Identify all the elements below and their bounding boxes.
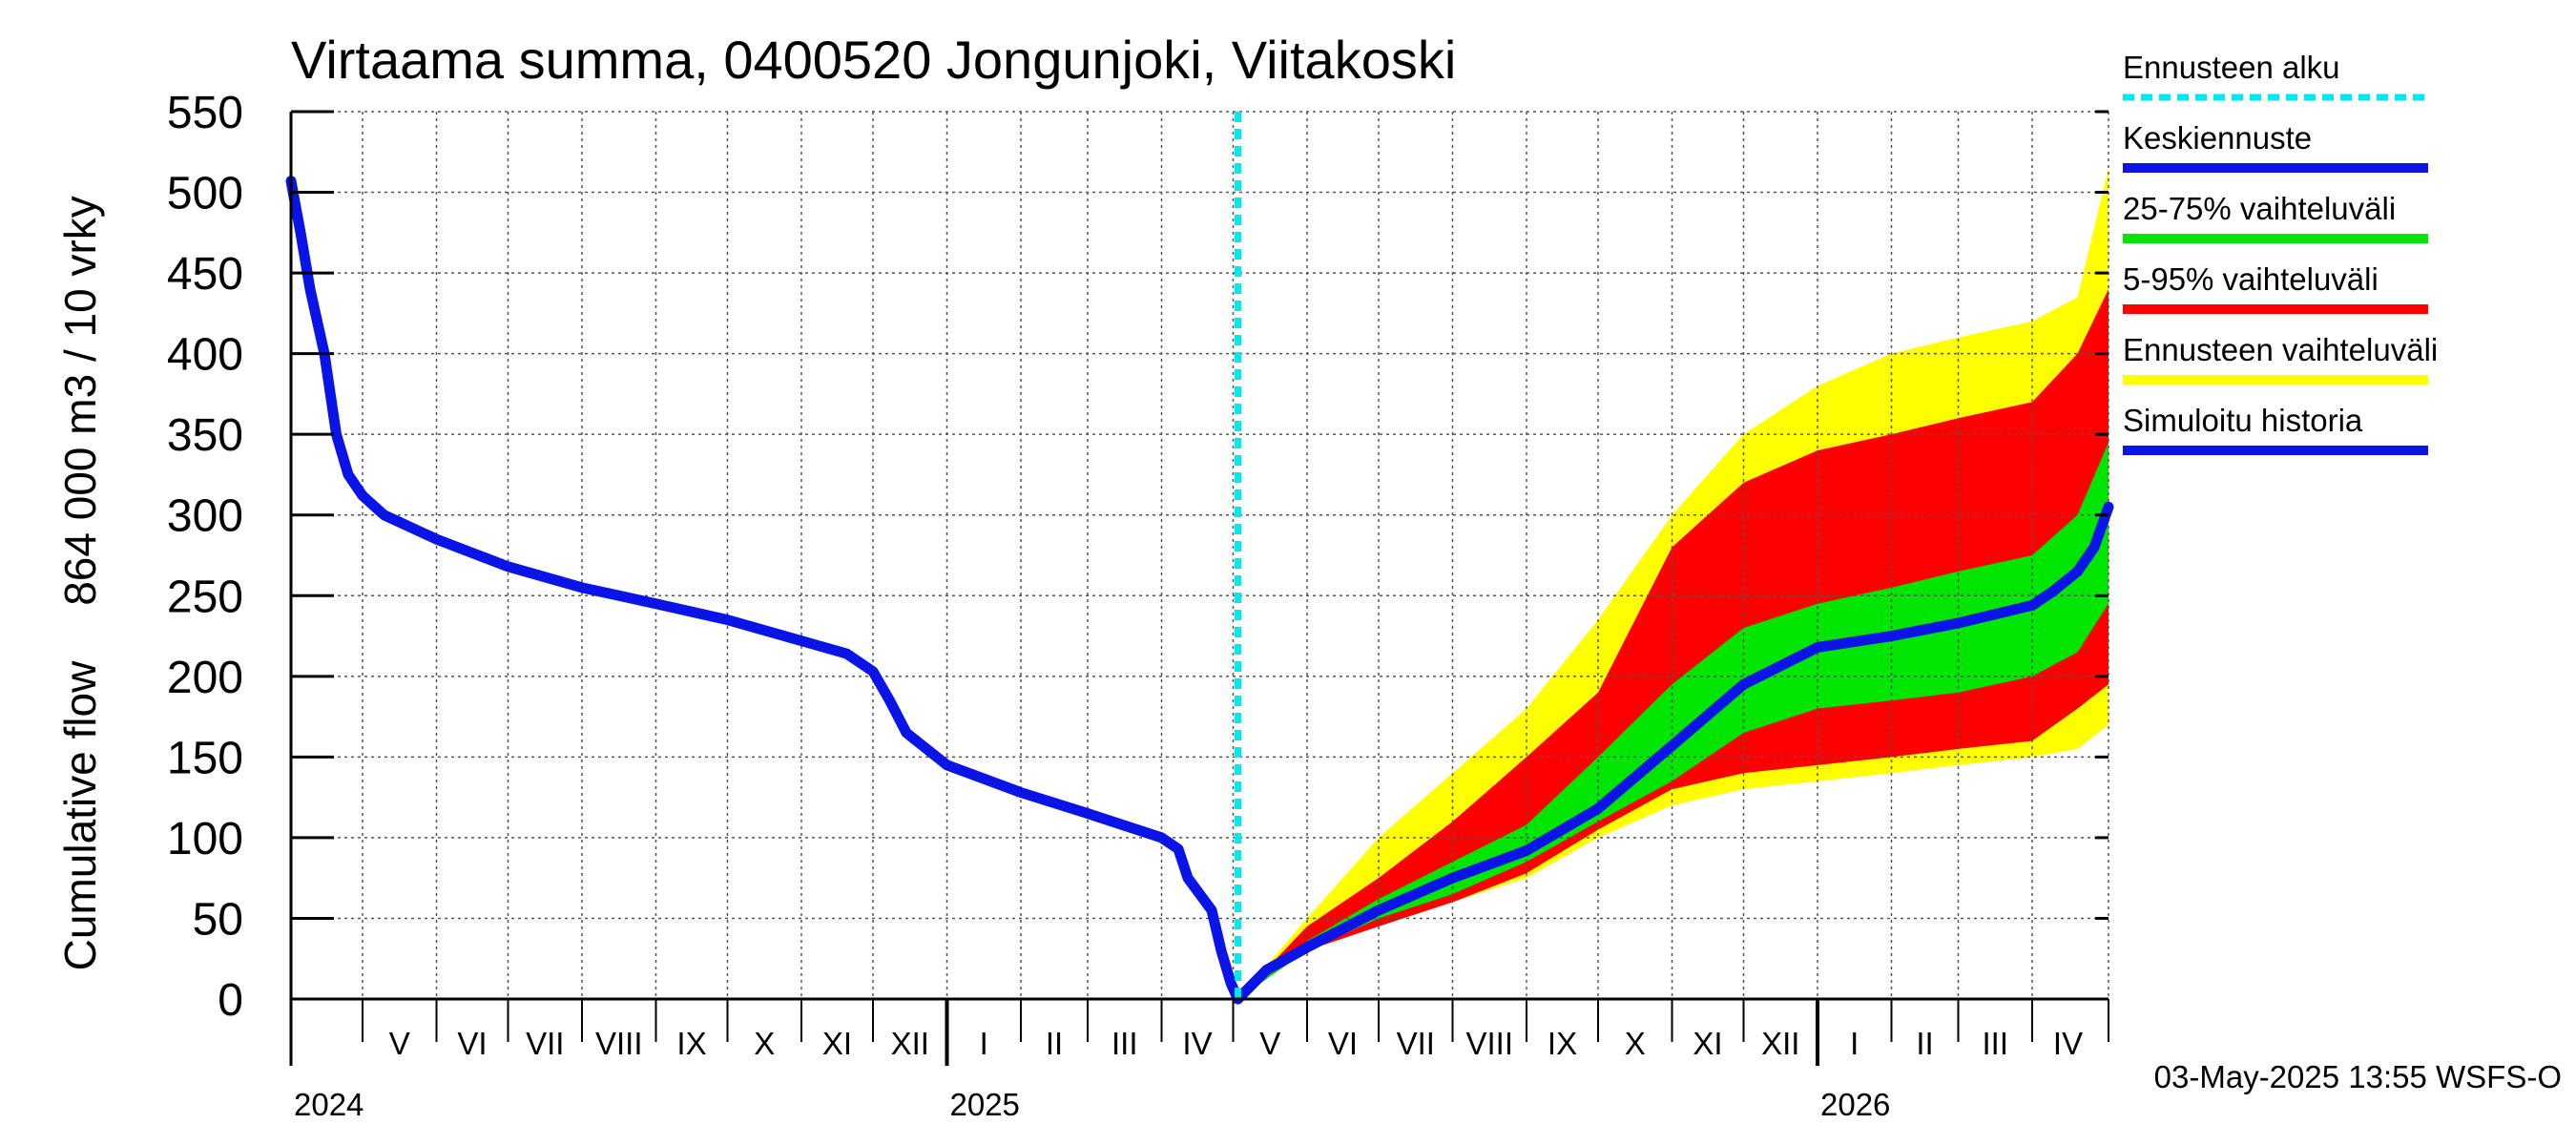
month-label-4: IX — [676, 1026, 706, 1061]
y-tick-label-7: 350 — [167, 410, 243, 461]
month-label-11: IV — [1182, 1026, 1212, 1061]
y-tick-label-9: 450 — [167, 249, 243, 300]
legend-label-3: 5-95% vaihteluväli — [2123, 261, 2379, 297]
y-tick-label-4: 200 — [167, 653, 243, 703]
y-tick-label-8: 400 — [167, 330, 243, 381]
series-lines — [285, 112, 2114, 1005]
y-tick-label-0: 0 — [218, 975, 243, 1026]
month-label-15: VIII — [1465, 1026, 1513, 1061]
y-tick-label-10: 500 — [167, 169, 243, 219]
month-label-0: V — [389, 1026, 410, 1061]
legend-label-5: Simuloitu historia — [2123, 403, 2363, 438]
legend-label-1: Keskiennuste — [2123, 120, 2312, 156]
month-label-1: VI — [457, 1026, 487, 1061]
y-axis-label-primary: 864 000 m3 / 10 vrky — [55, 196, 105, 606]
legend: Ennusteen alku Keskiennuste 25-75% vaihtel… — [2123, 50, 2438, 455]
month-label-16: IX — [1548, 1026, 1577, 1061]
y-tick-label-1: 50 — [193, 894, 243, 945]
y-axis-label-secondary: Cumulative flow — [55, 660, 105, 970]
y-tick-label-6: 300 — [167, 491, 243, 542]
month-label-18: XI — [1693, 1026, 1722, 1061]
month-label-17: X — [1625, 1026, 1646, 1061]
month-label-23: IV — [2053, 1026, 2083, 1061]
month-label-6: XI — [822, 1026, 852, 1061]
year-label-1: 2025 — [950, 1087, 1020, 1122]
month-label-20: I — [1850, 1026, 1859, 1061]
month-label-21: II — [1916, 1026, 1933, 1061]
y-tick-label-11: 550 — [167, 88, 243, 138]
band-2 — [1237, 442, 2109, 999]
month-label-19: XII — [1761, 1026, 1799, 1061]
y-tick-label-2: 100 — [167, 814, 243, 864]
y-tick-label-3: 150 — [167, 733, 243, 783]
legend-label-2: 25-75% vaihteluväli — [2123, 191, 2396, 226]
legend-label-4: Ennusteen vaihteluväli — [2123, 332, 2438, 367]
series-line-1 — [1233, 501, 2114, 1005]
month-label-7: XII — [891, 1026, 929, 1061]
month-label-8: I — [980, 1026, 988, 1061]
timestamp: 03-May-2025 13:55 WSFS-O — [2154, 1059, 2562, 1094]
month-label-9: II — [1046, 1026, 1063, 1061]
month-label-3: VIII — [595, 1026, 643, 1061]
chart-title: Virtaama summa, 0400520 Jongunjoki, Viit… — [291, 30, 1456, 90]
axes — [289, 110, 2109, 1066]
x-axis-labels: V VI VII VIII IX X XI XII I II III IV V VI VII VIII IX X X… — [294, 1026, 2083, 1122]
month-label-2: VII — [526, 1026, 564, 1061]
month-label-14: VII — [1397, 1026, 1435, 1061]
year-label-2: 2026 — [1820, 1087, 1890, 1122]
legend-label-0: Ennusteen alku — [2123, 50, 2340, 85]
y-axis-labels: 0 50 100 150 200 250 300 350 400 450 500 550 — [167, 88, 243, 1026]
grid — [291, 111, 2109, 999]
month-label-22: III — [1982, 1026, 2008, 1061]
month-label-13: VI — [1328, 1026, 1358, 1061]
y-tick-label-5: 250 — [167, 572, 243, 622]
forecast-bands — [1237, 168, 2109, 999]
series-line-0 — [285, 176, 1243, 1005]
month-label-5: X — [754, 1026, 775, 1061]
month-label-10: III — [1111, 1026, 1138, 1061]
month-label-12: V — [1259, 1026, 1280, 1061]
year-label-0: 2024 — [294, 1087, 364, 1122]
